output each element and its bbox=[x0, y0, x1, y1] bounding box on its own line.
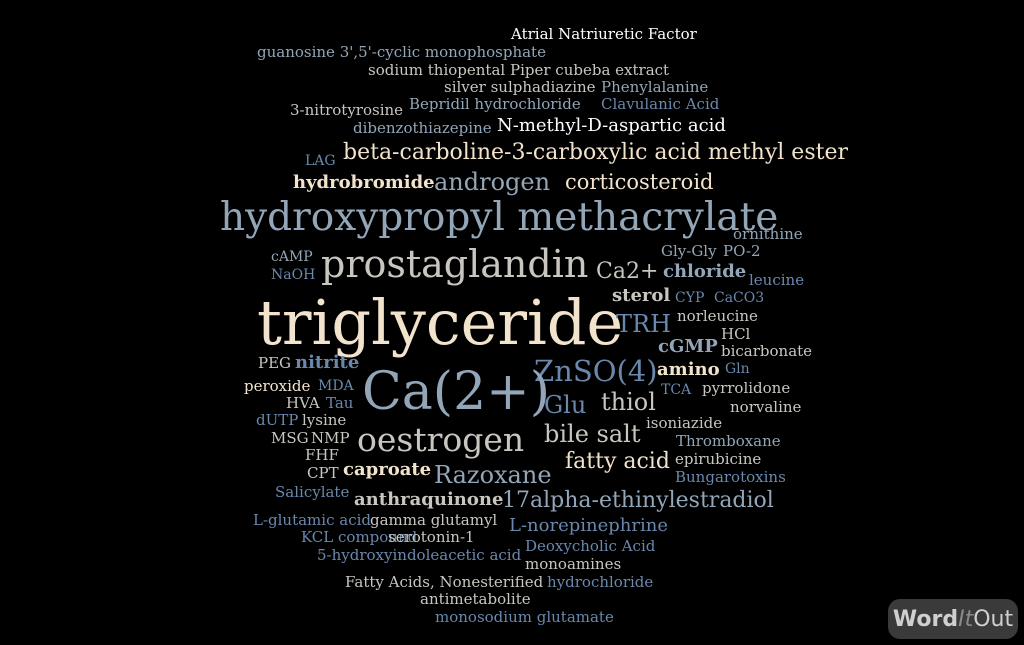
cloud-word: epirubicine bbox=[675, 450, 762, 468]
cloud-word: leucine bbox=[749, 271, 805, 289]
cloud-word: KCL compound bbox=[301, 528, 418, 546]
cloud-word: ornithine bbox=[733, 225, 803, 243]
cloud-word: Deoxycholic Acid bbox=[525, 537, 656, 555]
cloud-word: Bungarotoxins bbox=[675, 468, 786, 486]
cloud-word: dibenzothiazepine bbox=[353, 119, 492, 137]
cloud-word: oestrogen bbox=[357, 420, 525, 459]
cloud-word: hydrobromide bbox=[293, 172, 435, 193]
cloud-word: Ca2+ bbox=[596, 259, 659, 284]
cloud-word: TCA bbox=[661, 382, 692, 398]
cloud-word: MSG bbox=[271, 429, 309, 447]
cloud-word: norleucine bbox=[677, 307, 758, 325]
cloud-word: gamma glutamyl bbox=[370, 511, 498, 529]
cloud-word: HVA bbox=[286, 394, 320, 412]
cloud-word: thiol bbox=[601, 388, 656, 416]
cloud-word: NaOH bbox=[271, 267, 316, 283]
cloud-word: ZnSO(4) bbox=[534, 354, 658, 388]
cloud-word: silver sulphadiazine bbox=[444, 78, 596, 96]
cloud-word: peroxide bbox=[244, 377, 311, 395]
logo-word: Word bbox=[892, 606, 959, 632]
cloud-word: Fatty Acids, Nonesterified bbox=[345, 573, 544, 591]
cloud-word: 5-hydroxyindoleacetic acid bbox=[317, 546, 522, 564]
cloud-word: Glu bbox=[544, 391, 587, 419]
cloud-word: hydrochloride bbox=[547, 573, 654, 591]
cloud-word: beta-carboline-3-carboxylic acid methyl … bbox=[343, 140, 848, 165]
cloud-word: 17alpha-ethinylestradiol bbox=[502, 488, 774, 513]
cloud-word: guanosine 3',5'-cyclic monophosphate bbox=[257, 43, 546, 61]
cloud-word: triglyceride bbox=[257, 286, 624, 359]
cloud-word: monoamines bbox=[525, 555, 622, 573]
cloud-word: sodium thiopental bbox=[368, 61, 506, 79]
cloud-word: CaCO3 bbox=[714, 290, 765, 306]
cloud-word: L-glutamic acid bbox=[253, 511, 371, 529]
cloud-word: LAG bbox=[305, 153, 336, 169]
cloud-word: serotonin-1 bbox=[388, 528, 475, 546]
cloud-word: dUTP bbox=[256, 411, 299, 429]
cloud-word: androgen bbox=[434, 168, 551, 196]
cloud-word: norvaline bbox=[730, 398, 802, 416]
cloud-word: CPT bbox=[307, 464, 339, 482]
cloud-word: caproate bbox=[343, 459, 432, 480]
cloud-word: Atrial Natriuretic Factor bbox=[511, 25, 697, 43]
cloud-word: cAMP bbox=[271, 249, 313, 265]
cloud-word: MDA bbox=[318, 378, 354, 394]
cloud-word: Tau bbox=[326, 394, 354, 412]
logo-out: Out bbox=[973, 606, 1014, 632]
cloud-word: HCl bbox=[721, 325, 751, 343]
logo-it: It bbox=[958, 606, 974, 632]
cloud-word: Gln bbox=[725, 361, 750, 377]
cloud-word: Clavulanic Acid bbox=[601, 95, 720, 113]
cloud-word: Bepridil hydrochloride bbox=[409, 95, 581, 113]
cloud-word: TRH bbox=[616, 310, 672, 338]
cloud-word: Phenylalanine bbox=[601, 78, 709, 96]
cloud-word: anthraquinone bbox=[354, 489, 504, 510]
cloud-word: sterol bbox=[612, 285, 671, 306]
cloud-word: CYP bbox=[675, 290, 705, 306]
cloud-word: monosodium glutamate bbox=[435, 608, 614, 626]
cloud-word: PO-2 bbox=[723, 242, 761, 260]
cloud-word: NMP bbox=[311, 429, 350, 447]
cloud-word: Thromboxane bbox=[676, 432, 781, 450]
cloud-word: amino bbox=[657, 359, 720, 380]
cloud-word: Razoxane bbox=[434, 461, 552, 489]
cloud-word: bicarbonate bbox=[721, 342, 813, 360]
cloud-word: antimetabolite bbox=[420, 590, 531, 608]
cloud-word: chloride bbox=[663, 261, 747, 282]
cloud-word: Salicylate bbox=[275, 483, 350, 501]
cloud-word: lysine bbox=[302, 411, 347, 429]
cloud-word: corticosteroid bbox=[565, 170, 714, 194]
cloud-word: isoniazide bbox=[646, 414, 723, 432]
cloud-word: 3-nitrotyrosine bbox=[290, 101, 404, 119]
cloud-word: PEG bbox=[258, 354, 292, 372]
cloud-word: L-norepinephrine bbox=[509, 515, 668, 536]
cloud-word: Gly-Gly bbox=[661, 242, 717, 260]
wordle-logo: Word It Out bbox=[888, 599, 1018, 639]
cloud-word: fatty acid bbox=[565, 449, 670, 474]
cloud-word: pyrrolidone bbox=[702, 379, 791, 397]
cloud-word: cGMP bbox=[658, 336, 718, 357]
cloud-word: Piper cubeba extract bbox=[510, 61, 670, 79]
cloud-word: N-methyl-D-aspartic acid bbox=[497, 115, 726, 136]
cloud-word: FHF bbox=[305, 446, 339, 464]
cloud-word: bile salt bbox=[544, 420, 641, 448]
cloud-word: Ca(2+) bbox=[362, 362, 551, 422]
cloud-word: prostaglandin bbox=[321, 242, 589, 286]
cloud-word: hydroxypropyl methacrylate bbox=[220, 195, 779, 240]
cloud-word: nitrite bbox=[295, 352, 360, 373]
